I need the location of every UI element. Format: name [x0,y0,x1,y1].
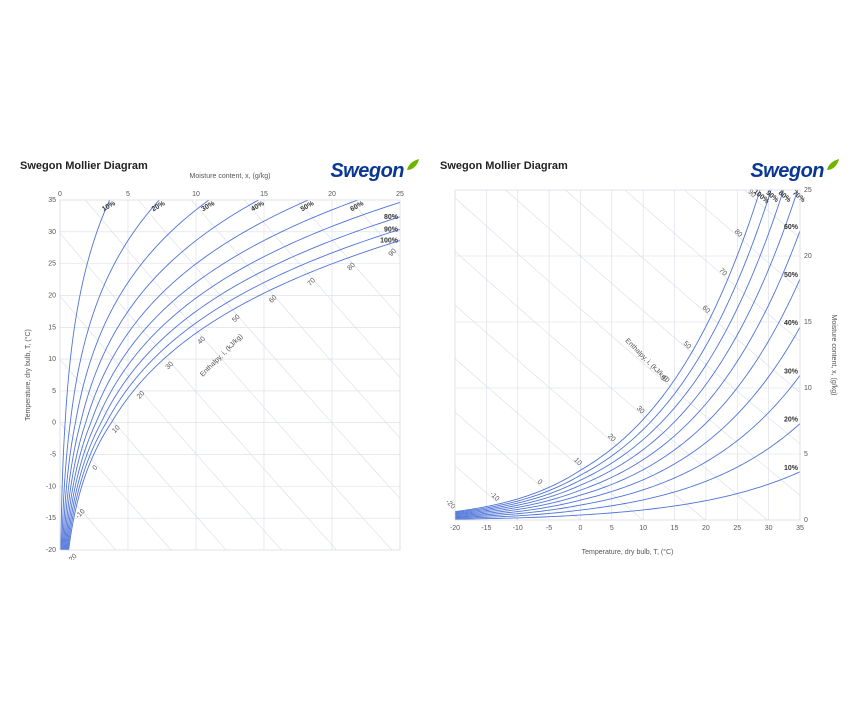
svg-text:20%: 20% [784,417,799,424]
svg-text:Temperature, dry bulb, T, (°C): Temperature, dry bulb, T, (°C) [24,329,32,421]
svg-text:20: 20 [804,253,812,260]
leaf-icon [406,158,420,172]
svg-text:25: 25 [396,191,404,198]
svg-text:20: 20 [702,525,710,532]
svg-text:50%: 50% [784,272,799,279]
svg-text:15: 15 [260,191,268,198]
svg-text:Moisture content, x, (g/kg): Moisture content, x, (g/kg) [830,315,837,396]
svg-text:40: 40 [197,335,208,346]
svg-text:25: 25 [804,187,812,194]
svg-text:10: 10 [48,356,56,363]
svg-text:35: 35 [48,197,56,204]
svg-text:20: 20 [328,191,336,198]
svg-text:15: 15 [671,525,679,532]
svg-text:70: 70 [307,277,318,288]
svg-text:10: 10 [111,424,122,435]
svg-text:90%: 90% [384,226,399,233]
svg-text:50: 50 [231,313,242,324]
svg-text:5: 5 [52,388,56,395]
mollier-panel-left: Swegon Mollier Diagram Swegon Moisture c… [20,160,420,560]
svg-text:0: 0 [92,464,100,472]
svg-text:10: 10 [572,457,583,468]
svg-text:10: 10 [192,191,200,198]
svg-text:70: 70 [718,267,729,278]
leaf-icon [826,158,840,172]
svg-text:80%: 80% [384,214,399,221]
brand-text: Swegon [750,160,824,183]
brand-logo-right: Swegon [750,160,840,183]
svg-text:10: 10 [804,385,812,392]
svg-text:10%: 10% [101,200,117,213]
svg-text:Enthalpy, i, (kJ/kg): Enthalpy, i, (kJ/kg) [623,337,668,382]
svg-text:60%: 60% [784,224,799,231]
mollier-panel-right: Swegon Mollier Diagram Swegon Temperatur… [440,160,840,560]
svg-text:15: 15 [804,319,812,326]
svg-text:-20: -20 [444,499,456,511]
svg-text:-5: -5 [546,525,552,532]
svg-text:10%: 10% [784,465,799,472]
svg-text:5: 5 [610,525,614,532]
svg-text:25: 25 [733,525,741,532]
svg-text:50: 50 [682,340,693,351]
chart-title-right: Swegon Mollier Diagram [440,160,568,172]
svg-text:50%: 50% [300,200,316,213]
mollier-chart-left: Moisture content, x, (g/kg) Temperature, … [20,160,420,560]
svg-text:20: 20 [136,390,147,401]
brand-text: Swegon [330,160,404,183]
svg-text:0: 0 [804,517,808,524]
svg-text:Moisture content, x, (g/kg): Moisture content, x, (g/kg) [190,173,271,180]
svg-text:15: 15 [48,324,56,331]
mollier-chart-right: Temperature, dry bulb, T, (°C) Moisture c… [440,160,840,560]
svg-text:0: 0 [52,420,56,427]
svg-text:20%: 20% [151,200,167,213]
svg-text:60: 60 [701,304,712,315]
svg-text:-10: -10 [488,491,500,503]
chart-title-left: Swegon Mollier Diagram [20,160,148,172]
svg-text:5: 5 [804,451,808,458]
svg-text:30%: 30% [200,200,216,213]
svg-text:-15: -15 [481,525,491,532]
svg-text:30: 30 [765,525,773,532]
svg-text:25: 25 [48,261,56,268]
svg-text:-20: -20 [450,525,460,532]
svg-text:0: 0 [58,191,62,198]
svg-text:80: 80 [733,228,744,239]
svg-text:30: 30 [635,405,646,416]
svg-text:35: 35 [796,525,804,532]
svg-text:-5: -5 [50,452,56,459]
svg-text:10: 10 [639,525,647,532]
svg-text:20: 20 [606,433,617,444]
svg-text:-10: -10 [46,483,56,490]
svg-text:-20: -20 [46,547,56,554]
svg-text:5: 5 [126,191,130,198]
svg-text:-10: -10 [513,525,523,532]
svg-text:-20: -20 [67,553,79,560]
svg-text:100%: 100% [380,238,399,245]
svg-text:90: 90 [388,248,399,259]
page-root: Swegon Mollier Diagram Swegon Moisture c… [0,0,850,709]
svg-text:40%: 40% [784,320,799,327]
svg-text:80: 80 [347,262,358,273]
brand-logo-left: Swegon [330,160,420,183]
svg-text:20: 20 [48,292,56,299]
svg-text:30: 30 [165,361,176,372]
svg-text:30: 30 [48,229,56,236]
svg-text:0: 0 [579,525,583,532]
svg-text:-15: -15 [46,515,56,522]
svg-text:Temperature, dry bulb, T, (°C): Temperature, dry bulb, T, (°C) [582,548,674,556]
svg-text:30%: 30% [784,368,799,375]
